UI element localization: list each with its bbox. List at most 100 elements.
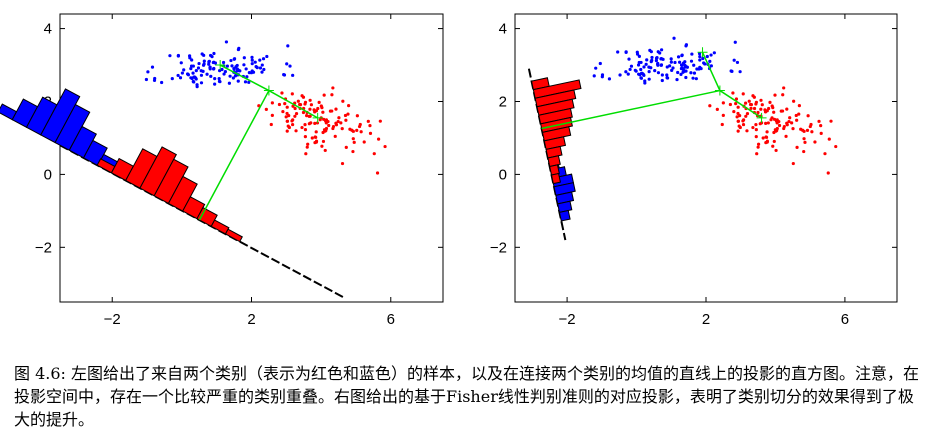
data-point: [178, 76, 183, 80]
data-point: [813, 140, 817, 144]
data-point: [654, 59, 658, 63]
data-point: [322, 128, 327, 132]
data-point: [305, 114, 309, 118]
data-point: [649, 50, 653, 54]
data-point: [788, 116, 792, 120]
data-point: [732, 109, 736, 114]
data-point: [817, 119, 821, 123]
data-point: [191, 64, 195, 68]
data-point: [217, 79, 222, 83]
data-point: [669, 60, 673, 64]
data-point: [378, 119, 382, 123]
data-point: [250, 62, 254, 66]
data-point: [680, 53, 684, 58]
data-point: [754, 122, 758, 127]
data-point: [676, 70, 680, 75]
data-point: [351, 137, 355, 141]
data-point: [730, 69, 734, 73]
data-point: [202, 62, 206, 66]
histogram-bar: [545, 145, 563, 159]
data-point: [308, 98, 312, 102]
data-point: [293, 114, 297, 118]
data-point: [291, 73, 295, 77]
histogram-bar: [224, 228, 243, 243]
data-point: [647, 77, 651, 81]
data-point: [270, 101, 274, 105]
data-point: [690, 52, 694, 56]
histogram-bar: [547, 155, 561, 168]
data-point: [681, 70, 685, 74]
data-point: [331, 86, 335, 90]
data-point: [340, 161, 345, 166]
data-point: [763, 110, 768, 114]
data-point: [285, 111, 289, 116]
histogram-bar: [536, 98, 575, 116]
data-point: [675, 77, 679, 82]
x-tick-label: −2: [559, 311, 576, 328]
data-point: [735, 60, 740, 65]
data-point: [213, 77, 217, 81]
data-point: [735, 115, 739, 119]
data-point: [765, 139, 770, 143]
data-point: [303, 135, 307, 139]
x-tick-label: 6: [387, 311, 395, 328]
data-point: [752, 106, 757, 111]
data-point: [238, 69, 242, 73]
data-point: [211, 67, 216, 71]
data-point: [732, 58, 736, 62]
data-point: [199, 69, 203, 73]
data-point: [692, 63, 696, 67]
y-tick-label: 0: [499, 166, 507, 183]
y-tick-label: 4: [44, 21, 52, 38]
data-point: [348, 127, 352, 131]
data-point: [322, 93, 326, 97]
data-point: [375, 171, 380, 175]
data-point: [692, 71, 697, 75]
data-point: [179, 61, 183, 65]
data-point: [799, 127, 803, 131]
data-point: [194, 68, 198, 73]
data-point: [227, 81, 231, 85]
data-point: [628, 67, 632, 72]
data-point: [751, 94, 755, 98]
y-tick-label: −2: [35, 239, 52, 256]
data-point: [637, 54, 641, 58]
data-point: [315, 121, 320, 125]
data-point: [770, 116, 774, 120]
data-point: [186, 73, 191, 77]
data-point: [734, 97, 739, 101]
data-point: [146, 70, 150, 74]
data-point: [782, 124, 786, 129]
data-point: [809, 122, 813, 127]
data-point: [242, 56, 246, 60]
data-point: [668, 64, 672, 68]
data-point: [222, 72, 226, 76]
data-point: [269, 122, 273, 127]
data-point: [220, 67, 224, 72]
data-point: [634, 69, 638, 73]
data-point: [787, 119, 791, 124]
data-point: [326, 119, 330, 124]
histogram-bar: [167, 175, 198, 212]
data-point: [676, 55, 681, 59]
data-point: [708, 59, 712, 63]
data-point: [281, 109, 285, 114]
data-point: [672, 36, 676, 40]
data-point: [627, 57, 631, 61]
data-point: [303, 122, 307, 127]
data-point: [330, 93, 334, 97]
data-point: [304, 152, 308, 156]
data-point: [819, 131, 823, 135]
histogram-bar: [182, 196, 206, 220]
data-point: [772, 139, 776, 144]
data-point: [794, 113, 798, 118]
data-point: [765, 130, 769, 134]
data-point: [287, 114, 291, 118]
data-point: [748, 102, 753, 107]
data-point: [209, 74, 213, 78]
data-point: [242, 63, 246, 67]
data-point: [260, 70, 264, 74]
data-point: [665, 76, 669, 80]
data-point: [321, 130, 325, 135]
